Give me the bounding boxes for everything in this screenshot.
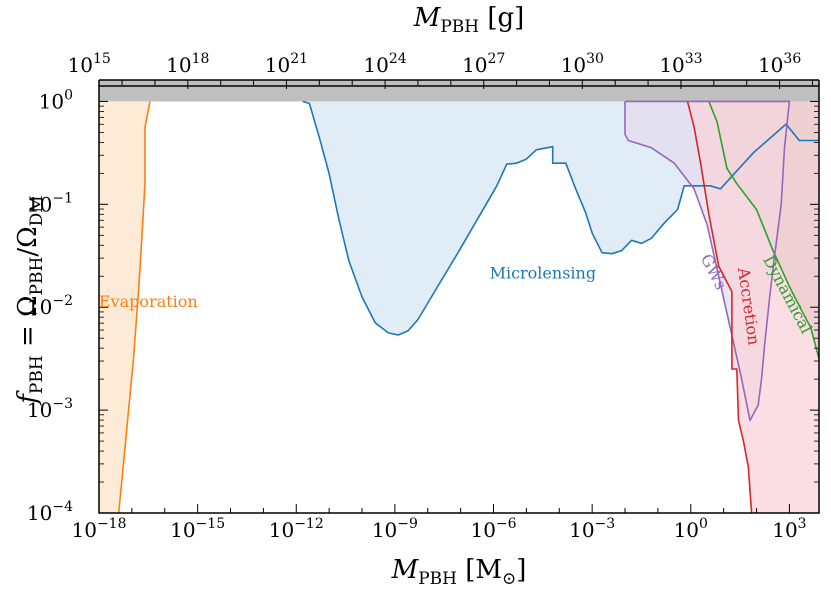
y-tick-label: 10−2: [27, 293, 73, 319]
y-tick-label: 100: [39, 87, 73, 113]
excluded-band-f-above-1: [99, 80, 819, 102]
axis-ticks: 10−18 10−15 10−12 10−9 10−6 10−3 100 103 1015 101…: [27, 51, 819, 542]
gws-boundary: [624, 100, 791, 422]
x-tick-label: 10−12: [269, 516, 324, 542]
x2-tick-label: 1018: [166, 51, 209, 77]
x2-tick-label: 1015: [68, 51, 111, 77]
plot-border: [98, 85, 820, 514]
plot-frame: [98, 79, 820, 514]
x2-tick-label: 1024: [363, 51, 406, 77]
y-axis-title: fPBH = ΩPBH/ΩDM: [13, 195, 47, 405]
y-tick-label: 10−3: [27, 396, 73, 422]
accretion-boundary: [686, 101, 753, 513]
x-tick-label: 10−9: [372, 516, 418, 542]
x-tick-label: 103: [772, 516, 806, 542]
x2-tick-label: 1027: [462, 51, 505, 77]
dynamical-boundary: [708, 101, 819, 359]
x2-axis-title: MPBH [g]: [413, 3, 525, 37]
evaporation-region: [99, 101, 150, 513]
evaporation-boundary: [117, 101, 151, 513]
x-tick-label: 10−6: [470, 516, 516, 542]
y-tick-label: 10−4: [27, 499, 73, 525]
x-tick-label: 100: [674, 516, 708, 542]
x-axis-title: MPBH [M⊙]: [391, 555, 527, 589]
x2-tick-label: 1030: [561, 51, 604, 77]
evaporation-label: Evaporation: [99, 292, 198, 311]
y-tick-label: 10−1: [27, 190, 73, 216]
microlensing-label: Microlensing: [490, 263, 597, 282]
microlensing-boundary: [302, 100, 819, 336]
constraint-regions: [99, 80, 819, 513]
accretion-region: [687, 101, 819, 513]
x-tick-label: 10−3: [569, 516, 615, 542]
x-tick-label: 10−15: [170, 516, 225, 542]
x2-tick-label: 1033: [659, 51, 702, 77]
x-tick-label: 10−18: [72, 516, 127, 542]
axis-labels: MPBH [M⊙] MPBH [g] fPBH = ΩPBH/ΩDM: [13, 3, 526, 589]
x2-tick-label: 1021: [265, 51, 308, 77]
x2-tick-label: 1036: [758, 51, 801, 77]
